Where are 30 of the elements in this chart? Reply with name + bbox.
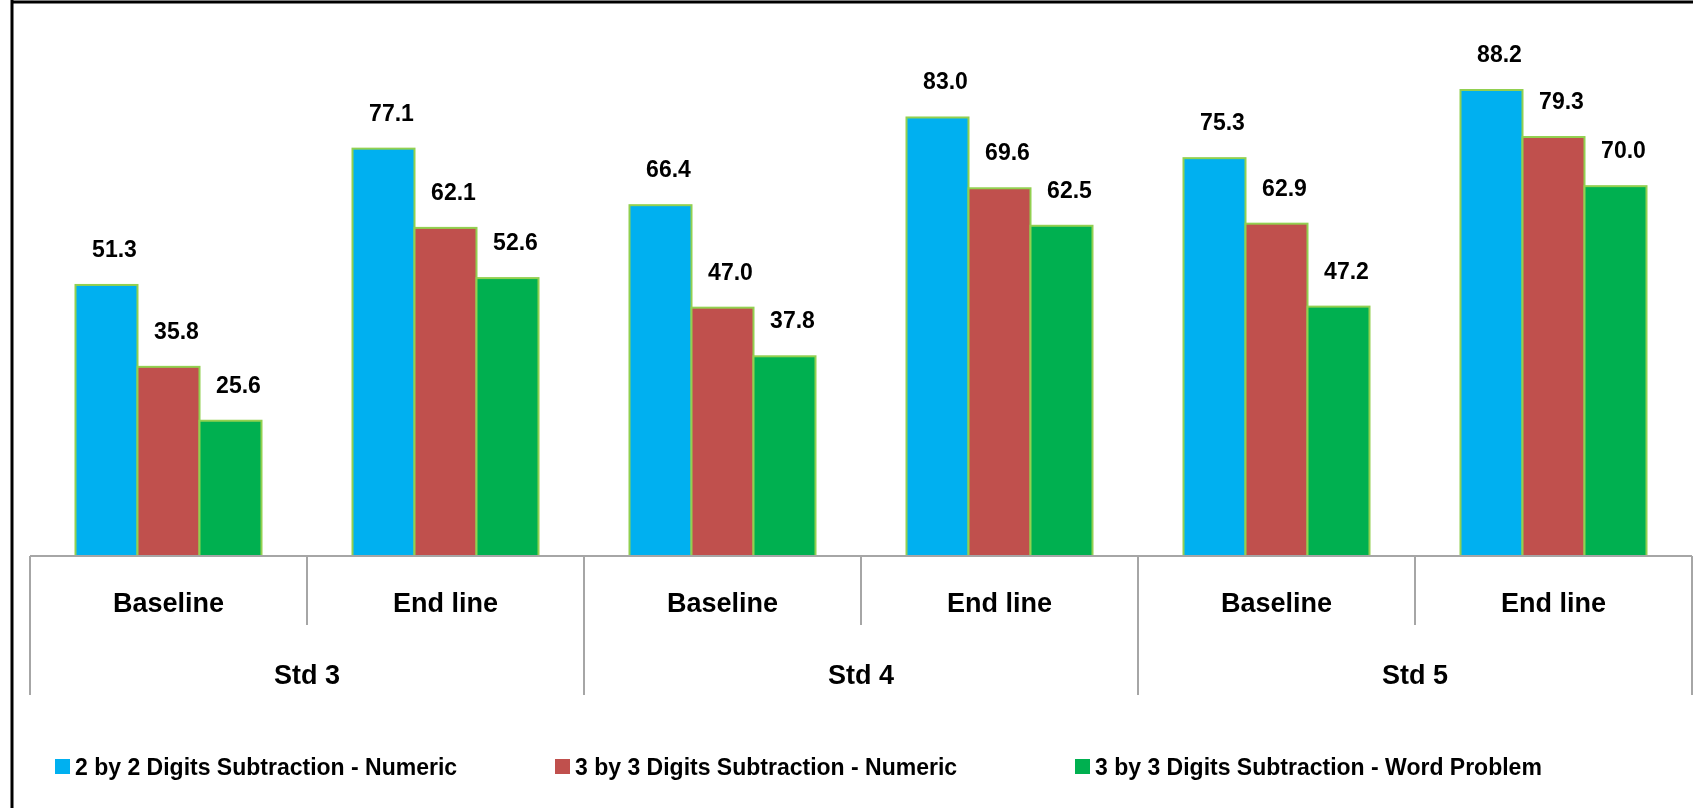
data-label: 47.0 bbox=[708, 258, 753, 285]
x-tick-label: End line bbox=[1500, 588, 1607, 618]
data-label: 47.2 bbox=[1324, 257, 1369, 284]
legend-label: 3 by 3 Digits Subtraction - Word Problem bbox=[1095, 754, 1542, 780]
data-label: 77.1 bbox=[369, 99, 415, 126]
x-tick-label: Baseline bbox=[112, 588, 225, 618]
data-label: 66.4 bbox=[646, 156, 692, 183]
data-label: 51.3 bbox=[92, 235, 137, 262]
text: Std 5 bbox=[1381, 660, 1449, 690]
data-label: 25.6 bbox=[216, 371, 261, 398]
data-label: 52.6 bbox=[493, 229, 538, 256]
data-label: 69.6 bbox=[985, 139, 1030, 166]
data-label: 75.3 bbox=[1200, 109, 1245, 136]
data-label: 62.1 bbox=[431, 178, 477, 205]
x-tick-label: End line bbox=[392, 588, 499, 618]
legend-label: 2 by 2 Digits Subtraction - Numeric bbox=[75, 754, 458, 780]
data-label: 83.0 bbox=[923, 68, 968, 95]
text: Std 3 bbox=[273, 660, 341, 690]
data-label: 35.8 bbox=[154, 317, 200, 344]
x-tick-label: Baseline bbox=[1220, 588, 1333, 618]
data-label: 70.0 bbox=[1601, 137, 1646, 164]
data-label: 37.8 bbox=[770, 307, 816, 334]
legend-label: 3 by 3 Digits Subtraction - Numeric bbox=[575, 754, 958, 780]
text: Std 4 bbox=[827, 660, 895, 690]
x-tick-label: End line bbox=[946, 588, 1053, 618]
data-label: 88.2 bbox=[1477, 41, 1522, 67]
x-tick-label: Baseline bbox=[666, 588, 779, 618]
data-label: 62.5 bbox=[1047, 176, 1093, 203]
data-label: 79.3 bbox=[1539, 88, 1584, 115]
data-label: 62.9 bbox=[1262, 174, 1307, 201]
